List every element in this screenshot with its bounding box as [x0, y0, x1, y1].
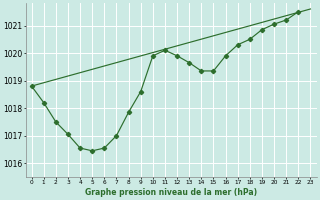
- X-axis label: Graphe pression niveau de la mer (hPa): Graphe pression niveau de la mer (hPa): [85, 188, 257, 197]
